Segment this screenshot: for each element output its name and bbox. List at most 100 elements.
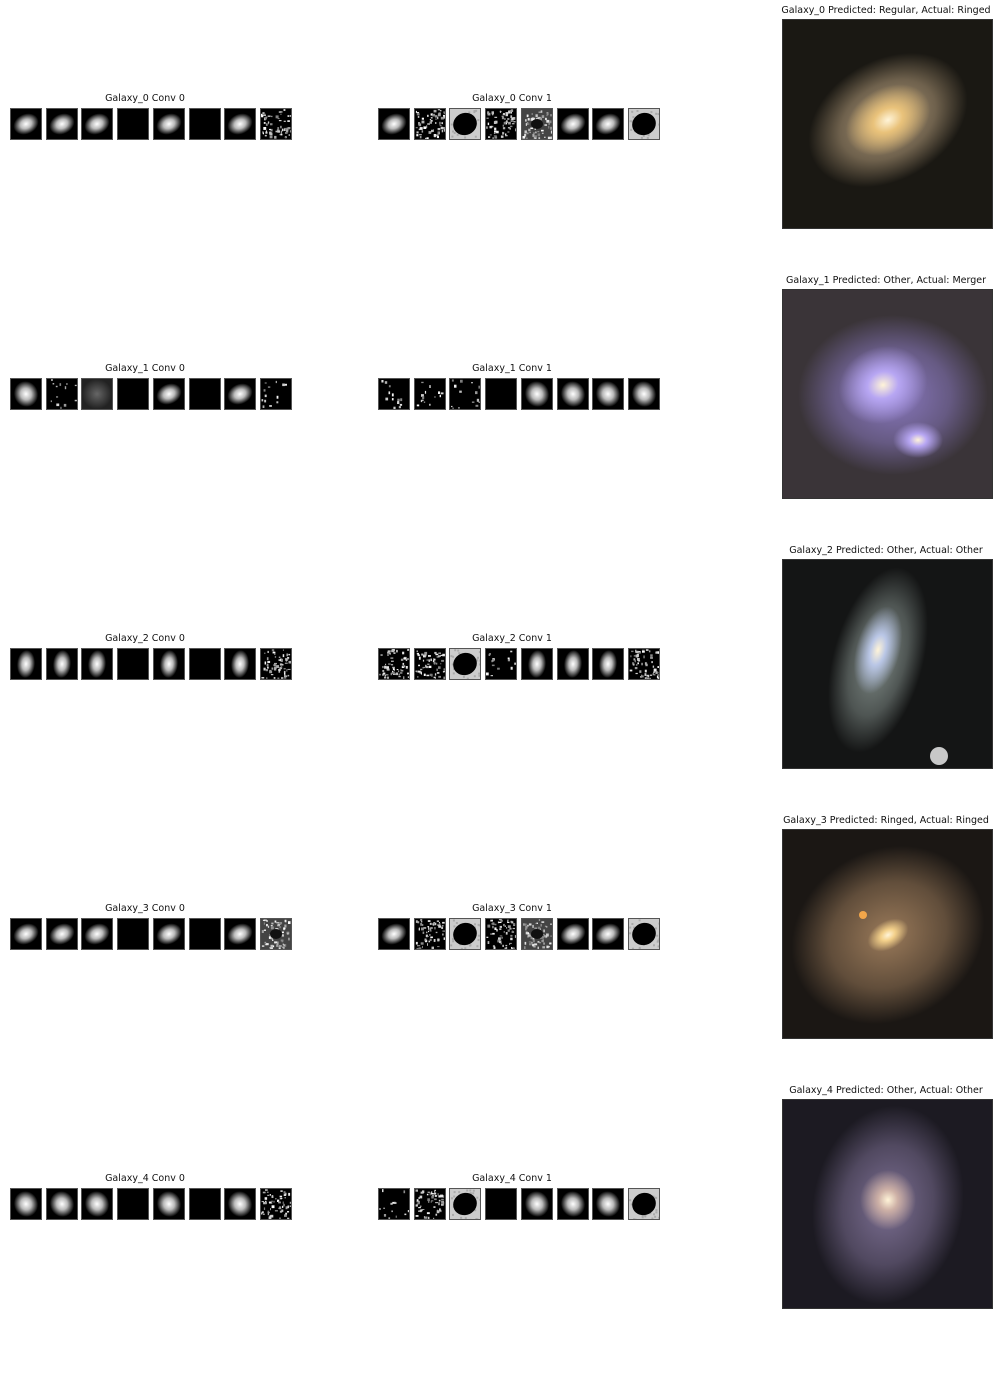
feature-map-tile [592, 918, 624, 950]
feature-map-tile [592, 378, 624, 410]
conv0-feature-strip [10, 648, 296, 680]
conv1-feature-strip [378, 648, 664, 680]
conv1-title: Galaxy_3 Conv 1 [472, 903, 552, 914]
feature-map-tile [521, 648, 553, 680]
feature-map-tile [485, 918, 517, 950]
feature-map-tile [557, 1188, 589, 1220]
feature-map-tile [153, 918, 185, 950]
conv0-title: Galaxy_1 Conv 0 [105, 363, 185, 374]
feature-map-tile [557, 918, 589, 950]
feature-map-tile [81, 108, 113, 140]
conv0-title: Galaxy_0 Conv 0 [105, 93, 185, 104]
feature-map-tile [189, 378, 221, 410]
conv1-title: Galaxy_0 Conv 1 [472, 93, 552, 104]
feature-map-tile [189, 1188, 221, 1220]
feature-map-tile [46, 1188, 78, 1220]
feature-map-tile [260, 1188, 292, 1220]
feature-map-tile [189, 648, 221, 680]
galaxy-row: Galaxy_0 Conv 0 Galaxy_0 Conv 1 Galaxy_0 P… [0, 0, 1004, 270]
feature-map-tile [414, 648, 446, 680]
conv1-feature-strip [378, 1188, 664, 1220]
feature-map-tile [628, 108, 660, 140]
feature-map-tile [117, 108, 149, 140]
feature-map-tile [557, 648, 589, 680]
feature-map-tile [260, 378, 292, 410]
feature-map-tile [592, 648, 624, 680]
feature-map-tile [260, 108, 292, 140]
feature-map-tile [153, 378, 185, 410]
feature-map-tile [592, 1188, 624, 1220]
feature-map-tile [224, 108, 256, 140]
feature-map-tile [10, 648, 42, 680]
feature-map-tile [485, 1188, 517, 1220]
feature-map-tile [117, 918, 149, 950]
feature-map-tile [378, 648, 410, 680]
feature-map-tile [414, 1188, 446, 1220]
feature-map-tile [153, 1188, 185, 1220]
feature-map-tile [378, 108, 410, 140]
feature-map-tile [449, 1188, 481, 1220]
galaxy-image [782, 829, 993, 1039]
feature-map-tile [10, 918, 42, 950]
feature-map-tile [557, 108, 589, 140]
feature-map-tile [449, 378, 481, 410]
conv1-title: Galaxy_1 Conv 1 [472, 363, 552, 374]
feature-map-tile [414, 378, 446, 410]
feature-map-tile [189, 918, 221, 950]
feature-map-tile [449, 108, 481, 140]
conv0-feature-strip [10, 108, 296, 140]
feature-map-tile [117, 648, 149, 680]
feature-map-tile [521, 918, 553, 950]
feature-map-tile [153, 108, 185, 140]
conv1-feature-strip [378, 378, 664, 410]
feature-map-tile [378, 918, 410, 950]
conv0-title: Galaxy_2 Conv 0 [105, 633, 185, 644]
feature-map-tile [628, 1188, 660, 1220]
feature-map-tile [260, 918, 292, 950]
feature-map-tile [449, 648, 481, 680]
feature-map-tile [10, 108, 42, 140]
feature-map-tile [117, 1188, 149, 1220]
feature-map-tile [224, 918, 256, 950]
feature-map-tile [10, 1188, 42, 1220]
galaxy-image [782, 19, 993, 229]
conv0-feature-strip [10, 1188, 296, 1220]
feature-map-tile [592, 108, 624, 140]
galaxy-row: Galaxy_2 Conv 0 Galaxy_2 Conv 1 Galaxy_2 P… [0, 540, 1004, 810]
conv0-title: Galaxy_3 Conv 0 [105, 903, 185, 914]
feature-map-tile [414, 918, 446, 950]
feature-map-tile [224, 1188, 256, 1220]
galaxy-row: Galaxy_3 Conv 0 Galaxy_3 Conv 1 Galaxy_3 P… [0, 810, 1004, 1080]
feature-map-tile [414, 108, 446, 140]
galaxy-image-title: Galaxy_4 Predicted: Other, Actual: Other [789, 1085, 983, 1096]
galaxy-image-title: Galaxy_0 Predicted: Regular, Actual: Rin… [781, 5, 991, 16]
conv1-title: Galaxy_4 Conv 1 [472, 1173, 552, 1184]
feature-map-tile [81, 648, 113, 680]
conv0-feature-strip [10, 918, 296, 950]
feature-map-tile [378, 378, 410, 410]
feature-map-tile [224, 648, 256, 680]
feature-map-tile [557, 378, 589, 410]
feature-map-tile [189, 108, 221, 140]
feature-map-tile [260, 648, 292, 680]
galaxy-image-title: Galaxy_2 Predicted: Other, Actual: Other [789, 545, 983, 556]
conv0-title: Galaxy_4 Conv 0 [105, 1173, 185, 1184]
feature-map-tile [628, 648, 660, 680]
galaxy-image [782, 1099, 993, 1309]
galaxy-row: Galaxy_1 Conv 0 Galaxy_1 Conv 1 Galaxy_1 P… [0, 270, 1004, 540]
conv1-feature-strip [378, 108, 664, 140]
galaxy-row: Galaxy_4 Conv 0 Galaxy_4 Conv 1 Galaxy_4 P… [0, 1080, 1004, 1350]
feature-map-tile [81, 378, 113, 410]
feature-map-tile [449, 918, 481, 950]
feature-map-tile [628, 918, 660, 950]
feature-map-tile [485, 108, 517, 140]
feature-map-tile [521, 1188, 553, 1220]
galaxy-image [782, 559, 993, 769]
feature-map-tile [521, 108, 553, 140]
feature-map-tile [485, 648, 517, 680]
conv1-title: Galaxy_2 Conv 1 [472, 633, 552, 644]
feature-map-tile [153, 648, 185, 680]
conv1-feature-strip [378, 918, 664, 950]
feature-map-tile [46, 378, 78, 410]
feature-map-tile [485, 378, 517, 410]
